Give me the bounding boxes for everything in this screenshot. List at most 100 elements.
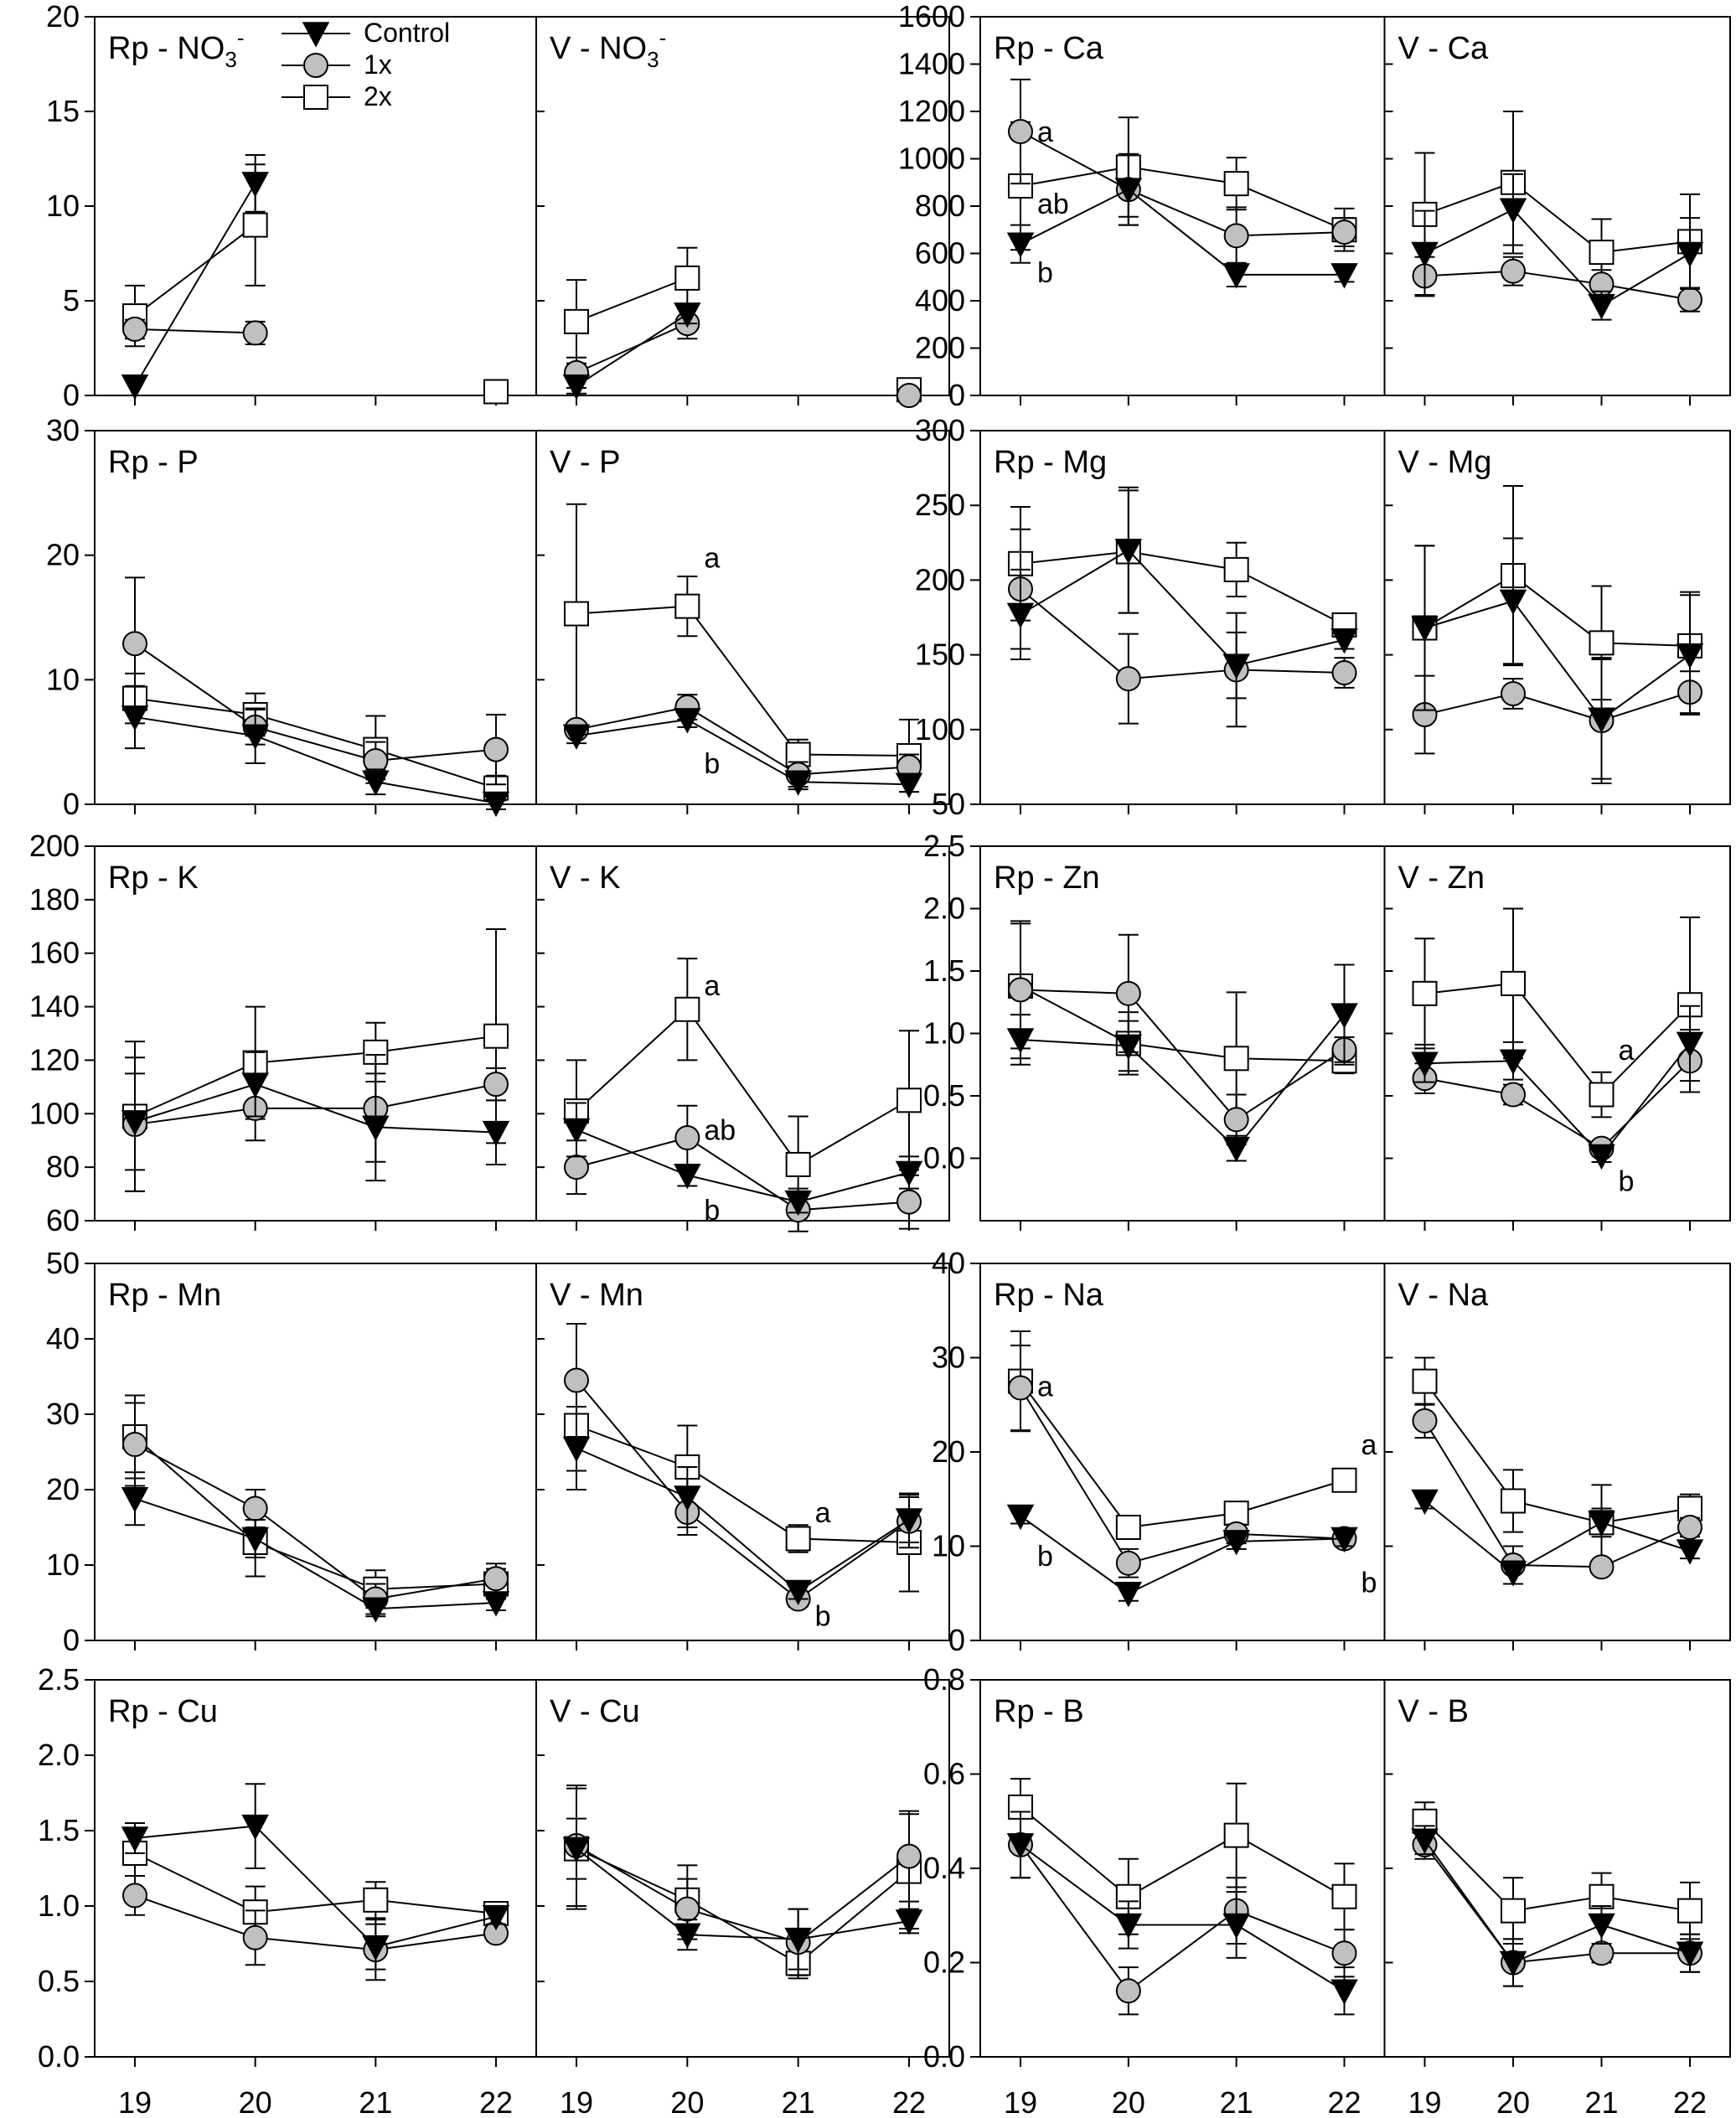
y-tick-label: 2.0 (38, 1738, 80, 1772)
panel-label: Rp - B (994, 1694, 1084, 1729)
panel-label: Rp - Mg (994, 445, 1107, 480)
data-point (896, 1843, 922, 1869)
series-line (1600, 1042, 1691, 1157)
y-tick-label: 20 (46, 1472, 80, 1506)
series-1x (1412, 256, 1702, 313)
series-line (1512, 1500, 1602, 1524)
series-line (1128, 1512, 1237, 1528)
series-line (1512, 1060, 1603, 1157)
data-point (1499, 198, 1527, 224)
data-point (895, 1508, 923, 1534)
series-1x (564, 307, 922, 408)
series-line (576, 1847, 688, 1935)
series-line (1424, 693, 1514, 715)
significance-label: b (1037, 1541, 1053, 1573)
series-line (375, 1915, 497, 1948)
y-tick-label: 0.5 (38, 1964, 80, 1998)
series-Control (121, 684, 510, 818)
data-point (1411, 241, 1439, 268)
series-line (1020, 1515, 1129, 1594)
series-line (134, 1444, 256, 1510)
series-2x (1008, 1330, 1357, 1540)
series-line (576, 313, 688, 387)
series-line (1601, 1924, 1691, 1955)
significance-label: a (815, 1497, 831, 1529)
panel-label: V - Zn (1398, 860, 1485, 896)
series-line (798, 1920, 910, 1940)
significance-label: a (1361, 1429, 1377, 1461)
panel-row5-right-a: 0.0 0.2 0.4 0.6 0.8 19 20 21 22 Rp - B (923, 1662, 1361, 2118)
series-line (1128, 550, 1237, 666)
data-point (1589, 1554, 1615, 1580)
series-line (255, 1936, 376, 1951)
series-line (1512, 1564, 1602, 1568)
data-point (1589, 1082, 1615, 1108)
data-point (784, 770, 812, 796)
series-line (1600, 653, 1691, 721)
data-point (241, 1814, 269, 1841)
series-Control (562, 302, 701, 400)
series-line (576, 718, 688, 737)
x-tick-label: 20 (1496, 2085, 1530, 2118)
data-point (1677, 1898, 1702, 1924)
series-2x (1412, 1801, 1702, 1945)
series-line (1512, 575, 1603, 644)
y-tick-label: 10 (46, 662, 80, 696)
legend-marker (303, 53, 328, 78)
y-tick-label: 2.5 (38, 1662, 80, 1697)
data-point (121, 1826, 149, 1852)
data-point (1411, 1051, 1439, 1077)
panel-label: V - B (1398, 1694, 1469, 1729)
data-point (1115, 980, 1141, 1006)
y-tick-label: 2.0 (923, 891, 965, 926)
data-point (674, 1485, 701, 1511)
data-point (785, 1151, 811, 1177)
series-line (576, 323, 688, 374)
x-tick-label: 22 (892, 2085, 926, 2118)
series-line (1236, 1909, 1345, 1955)
x-tick-label: 21 (1220, 2085, 1253, 2118)
series-line (1128, 1042, 1237, 1060)
data-point (674, 593, 700, 619)
data-point (121, 1110, 149, 1136)
series-Control (1006, 486, 1358, 700)
y-tick-label: 30 (46, 1397, 80, 1431)
y-tick-label: 2.5 (923, 829, 965, 863)
panel-row2-right-b: V - Mg (1384, 430, 1704, 814)
series-2x (564, 1379, 922, 1593)
series-line (375, 1578, 497, 1600)
series-line (1020, 1381, 1129, 1528)
data-point (564, 1367, 589, 1393)
data-point (1588, 1144, 1615, 1170)
panel-label: Rp - Ca (994, 31, 1104, 66)
series-line (798, 753, 910, 757)
series-line (798, 1520, 910, 1600)
data-point (1223, 171, 1249, 197)
data-point (241, 1072, 269, 1098)
series-line (1128, 166, 1237, 185)
series-2x (1412, 907, 1702, 1118)
series-line (1128, 669, 1237, 680)
series-1x (122, 576, 509, 786)
series-line (255, 1507, 376, 1600)
series-line (1423, 1821, 1514, 1912)
data-point (1223, 556, 1249, 582)
series-Control (562, 1817, 923, 1971)
significance-label: b (1037, 257, 1053, 289)
series-line (798, 1870, 910, 1965)
series-line (1512, 600, 1603, 720)
panel-label: Rp - K (108, 860, 199, 896)
series-line (1128, 189, 1237, 237)
data-point (483, 1072, 509, 1098)
data-point (1115, 1550, 1141, 1576)
data-point (362, 770, 390, 796)
data-point (482, 791, 510, 818)
significance-label: a (1037, 1371, 1053, 1403)
data-point (1006, 1833, 1035, 1859)
series-2x (1412, 111, 1702, 290)
series-line (134, 328, 256, 334)
series-1x (1412, 657, 1702, 785)
legend-label: 2x (364, 81, 392, 111)
series-line (254, 1825, 377, 1948)
data-point (784, 1190, 812, 1217)
